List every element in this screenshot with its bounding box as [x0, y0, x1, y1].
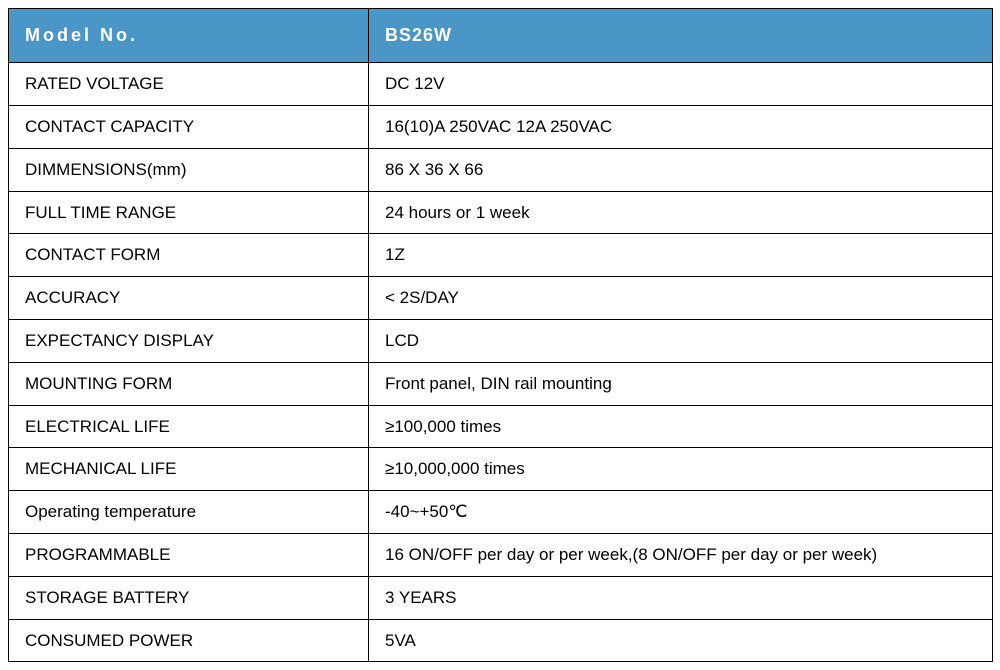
- table-row: ACCURACY < 2S/DAY: [9, 277, 993, 320]
- table-row: ELECTRICAL LIFE ≥100,000 times: [9, 405, 993, 448]
- table-row: CONTACT CAPACITY 16(10)A 250VAC 12A 250V…: [9, 105, 993, 148]
- table-row: FULL TIME RANGE 24 hours or 1 week: [9, 191, 993, 234]
- spec-table: Model No. BS26W RATED VOLTAGE DC 12V CON…: [8, 8, 993, 662]
- row-label: CONTACT CAPACITY: [9, 105, 369, 148]
- header-model-no: Model No.: [9, 9, 369, 63]
- row-label: Operating temperature: [9, 491, 369, 534]
- table-row: MOUNTING FORM Front panel, DIN rail moun…: [9, 362, 993, 405]
- row-value: ≥10,000,000 times: [369, 448, 993, 491]
- row-value: 1Z: [369, 234, 993, 277]
- row-value: Front panel, DIN rail mounting: [369, 362, 993, 405]
- row-value: 16(10)A 250VAC 12A 250VAC: [369, 105, 993, 148]
- table-row: Operating temperature -40~+50℃: [9, 491, 993, 534]
- row-value: 5VA: [369, 619, 993, 662]
- table-row: STORAGE BATTERY 3 YEARS: [9, 576, 993, 619]
- row-value: < 2S/DAY: [369, 277, 993, 320]
- row-value: 86 X 36 X 66: [369, 148, 993, 191]
- row-label: CONSUMED POWER: [9, 619, 369, 662]
- row-label: RATED VOLTAGE: [9, 63, 369, 106]
- row-value: ≥100,000 times: [369, 405, 993, 448]
- row-value: LCD: [369, 319, 993, 362]
- row-label: EXPECTANCY DISPLAY: [9, 319, 369, 362]
- row-label: CONTACT FORM: [9, 234, 369, 277]
- table-row: MECHANICAL LIFE ≥10,000,000 times: [9, 448, 993, 491]
- row-label: FULL TIME RANGE: [9, 191, 369, 234]
- table-row: DIMMENSIONS(mm) 86 X 36 X 66: [9, 148, 993, 191]
- row-value: 24 hours or 1 week: [369, 191, 993, 234]
- table-row: RATED VOLTAGE DC 12V: [9, 63, 993, 106]
- table-header-row: Model No. BS26W: [9, 9, 993, 63]
- header-model-value: BS26W: [369, 9, 993, 63]
- row-label: MECHANICAL LIFE: [9, 448, 369, 491]
- row-label: MOUNTING FORM: [9, 362, 369, 405]
- row-label: DIMMENSIONS(mm): [9, 148, 369, 191]
- table-row: EXPECTANCY DISPLAY LCD: [9, 319, 993, 362]
- table-row: CONSUMED POWER 5VA: [9, 619, 993, 662]
- table-row: PROGRAMMABLE 16 ON/OFF per day or per we…: [9, 533, 993, 576]
- row-value: 16 ON/OFF per day or per week,(8 ON/OFF …: [369, 533, 993, 576]
- row-value: 3 YEARS: [369, 576, 993, 619]
- row-value: -40~+50℃: [369, 491, 993, 534]
- row-value: DC 12V: [369, 63, 993, 106]
- row-label: ACCURACY: [9, 277, 369, 320]
- row-label: ELECTRICAL LIFE: [9, 405, 369, 448]
- row-label: PROGRAMMABLE: [9, 533, 369, 576]
- table-row: CONTACT FORM 1Z: [9, 234, 993, 277]
- row-label: STORAGE BATTERY: [9, 576, 369, 619]
